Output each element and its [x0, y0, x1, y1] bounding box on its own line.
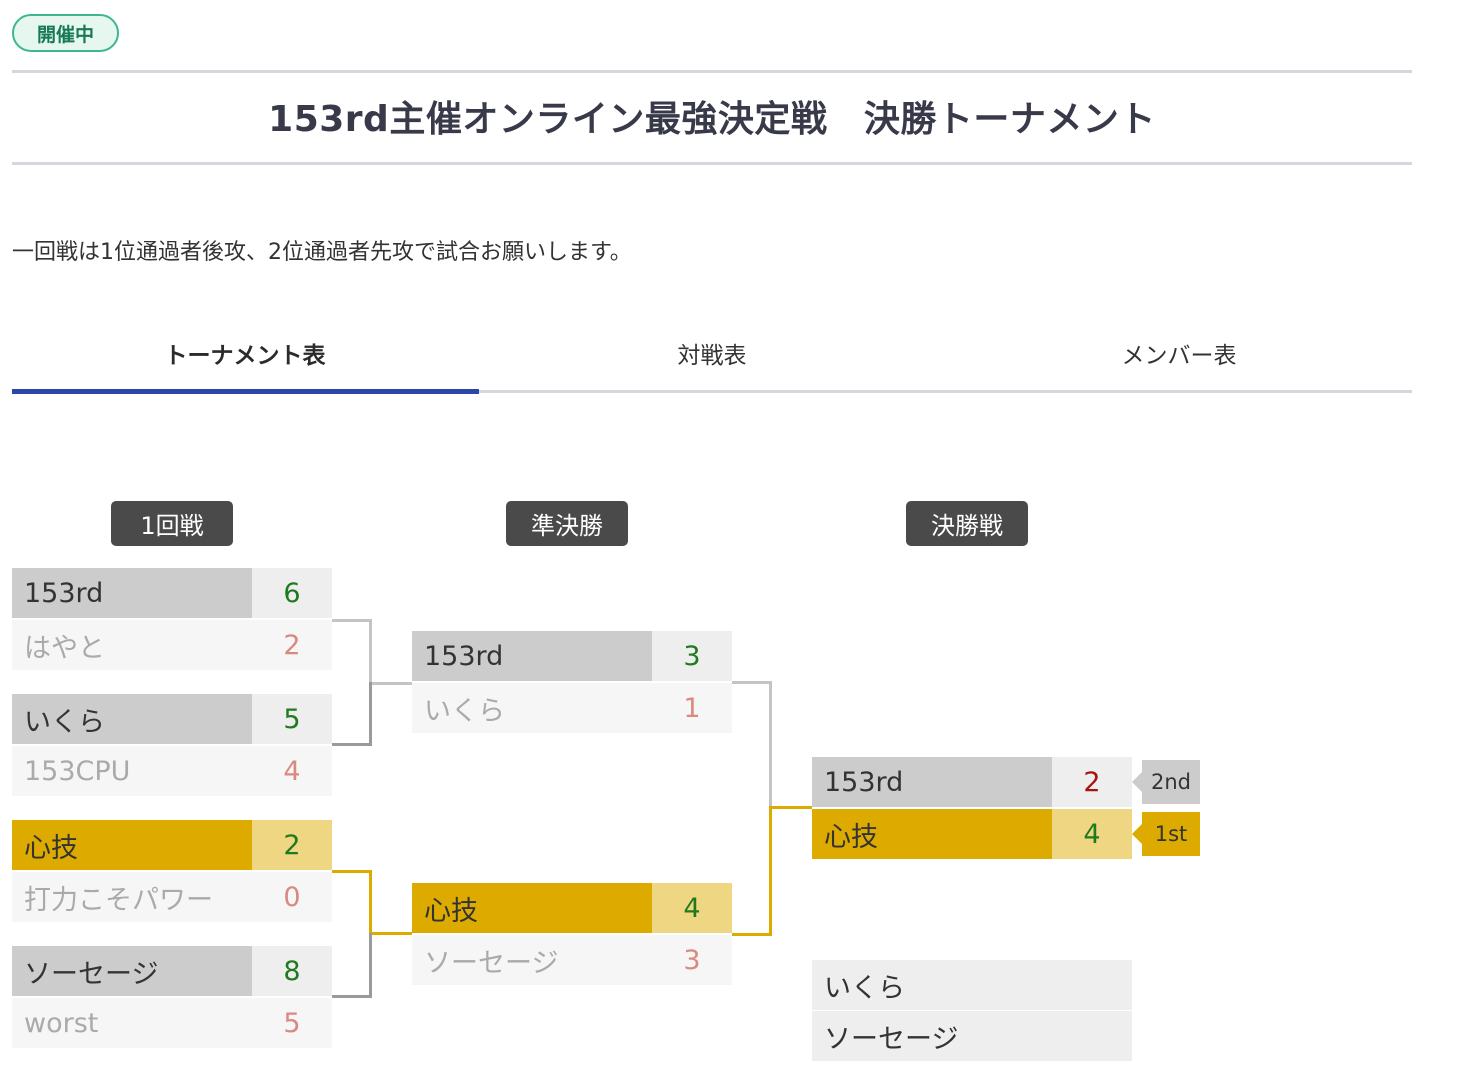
- team-name: 153rd: [412, 631, 652, 681]
- team-name: いくら: [12, 694, 252, 744]
- bracket-line: [769, 681, 772, 808]
- round-label-semifinal: 準決勝: [506, 501, 628, 546]
- bracket-line: [772, 806, 812, 809]
- team-name: いくら: [412, 683, 652, 733]
- r1-m2-bottom[interactable]: 153CPU 4: [12, 746, 332, 796]
- third-place-bottom[interactable]: ソーセージ: [812, 1011, 1132, 1061]
- r1-m1-top[interactable]: 153rd 6: [12, 568, 332, 618]
- bracket-line: [769, 806, 772, 936]
- team-name: ソーセージ: [812, 1011, 1052, 1061]
- team-name: いくら: [812, 960, 1052, 1010]
- team-score: 5: [252, 694, 332, 744]
- team-score: 4: [252, 746, 332, 796]
- bracket-line: [369, 619, 372, 684]
- bracket-line: [732, 933, 772, 936]
- team-score: 8: [252, 946, 332, 996]
- round-label-final: 決勝戦: [906, 501, 1028, 546]
- tab-members[interactable]: メンバー表: [1121, 343, 1237, 369]
- r1-m3-bottom[interactable]: 打力こそパワー 0: [12, 872, 332, 922]
- bracket-line: [372, 932, 412, 935]
- bracket-line: [332, 995, 372, 998]
- place-badge-2nd: 2nd: [1132, 760, 1200, 804]
- bracket-line: [369, 870, 372, 935]
- final-top[interactable]: 153rd 2: [812, 757, 1132, 807]
- title-top-divider: [12, 70, 1412, 73]
- tab-active-indicator: [12, 389, 479, 394]
- bracket-line: [732, 681, 772, 684]
- team-name: 打力こそパワー: [12, 872, 252, 922]
- team-name: worst: [12, 998, 252, 1048]
- team-score: 6: [252, 568, 332, 618]
- team-score: 2: [252, 620, 332, 670]
- notice-text: 一回戦は1位通過者後攻、2位通過者先攻で試合お願いします。: [12, 240, 632, 265]
- r1-m4-bottom[interactable]: worst 5: [12, 998, 332, 1048]
- team-score: 3: [652, 935, 732, 985]
- r1-m3-top[interactable]: 心技 2: [12, 820, 332, 870]
- team-score: 2: [1052, 757, 1132, 807]
- sf-m2-bottom[interactable]: ソーセージ 3: [412, 935, 732, 985]
- team-name: 心技: [812, 809, 1052, 859]
- place-badge-1st: 1st: [1132, 812, 1200, 856]
- title-bottom-divider: [12, 162, 1412, 165]
- team-score: 2: [252, 820, 332, 870]
- sf-m2-top[interactable]: 心技 4: [412, 883, 732, 933]
- tab-matches[interactable]: 対戦表: [677, 343, 747, 369]
- status-badge: 開催中: [12, 14, 119, 52]
- r1-m2-top[interactable]: いくら 5: [12, 694, 332, 744]
- team-name: 心技: [12, 820, 252, 870]
- page-title: 153rd主催オンライン最強決定戦 決勝トーナメント: [268, 99, 1156, 140]
- team-name: はやと: [12, 620, 252, 670]
- team-score: 0: [252, 872, 332, 922]
- team-name: 心技: [412, 883, 652, 933]
- team-name: 153rd: [12, 568, 252, 618]
- bracket-line: [332, 619, 372, 622]
- bracket-line: [332, 743, 372, 746]
- round-label-1: 1回戦: [111, 501, 233, 546]
- team-score: 4: [652, 883, 732, 933]
- third-place-top[interactable]: いくら: [812, 960, 1132, 1010]
- team-score: 4: [1052, 809, 1132, 859]
- r1-m4-top[interactable]: ソーセージ 8: [12, 946, 332, 996]
- team-score: 5: [252, 998, 332, 1048]
- team-name: 153CPU: [12, 746, 252, 796]
- bracket-line: [372, 682, 412, 685]
- team-name: ソーセージ: [12, 946, 252, 996]
- r1-m1-bottom[interactable]: はやと 2: [12, 620, 332, 670]
- sf-m1-bottom[interactable]: いくら 1: [412, 683, 732, 733]
- tab-underline: [12, 390, 1412, 393]
- bracket-line: [332, 870, 372, 873]
- tab-tournament[interactable]: トーナメント表: [164, 343, 326, 369]
- bracket-line: [369, 933, 372, 997]
- team-score: 1: [652, 683, 732, 733]
- bracket-line: [369, 682, 372, 746]
- final-bottom[interactable]: 心技 4: [812, 809, 1132, 859]
- sf-m1-top[interactable]: 153rd 3: [412, 631, 732, 681]
- team-name: 153rd: [812, 757, 1052, 807]
- team-score: [1052, 1011, 1132, 1061]
- team-score: [1052, 960, 1132, 1010]
- team-name: ソーセージ: [412, 935, 652, 985]
- team-score: 3: [652, 631, 732, 681]
